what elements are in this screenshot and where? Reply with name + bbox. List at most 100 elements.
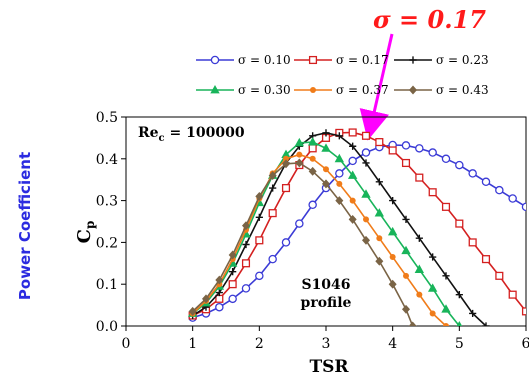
reynolds-label: Rec = 100000 — [138, 125, 245, 144]
data-point — [201, 294, 211, 304]
data-point — [375, 138, 384, 147]
data-point — [441, 202, 451, 211]
data-point — [321, 179, 331, 189]
data-point — [415, 144, 424, 153]
data-point — [427, 283, 438, 292]
data-point — [521, 307, 526, 316]
data-point — [416, 291, 423, 298]
data-point — [334, 153, 345, 163]
data-point — [348, 214, 357, 224]
data-point — [376, 235, 383, 242]
data-point — [268, 171, 277, 180]
data-point — [363, 216, 369, 223]
data-point — [281, 184, 291, 193]
data-point — [508, 290, 517, 299]
data-point — [482, 322, 490, 326]
legend-marker — [409, 56, 417, 64]
highlight-annotation: σ = 0.17 — [373, 5, 486, 34]
data-point — [323, 166, 329, 173]
data-point — [295, 219, 304, 228]
data-point — [294, 137, 305, 147]
data-point — [241, 259, 251, 268]
legend-marker — [308, 55, 318, 65]
data-point — [495, 271, 504, 280]
legend-marker — [408, 85, 418, 95]
y-axis-label-sub: p — [83, 221, 97, 229]
x-tick-label: 5 — [455, 336, 464, 352]
legend-item: σ = 0.43 — [394, 83, 489, 97]
series-3 — [189, 129, 490, 326]
data-point — [241, 221, 251, 231]
profile-label-line1: S1046 — [301, 277, 350, 293]
data-point — [321, 143, 331, 152]
data-point — [508, 194, 517, 203]
x-tick-label: 0 — [122, 336, 131, 352]
data-point — [403, 272, 409, 279]
data-point — [215, 294, 224, 303]
data-point — [389, 197, 397, 205]
data-point — [374, 208, 385, 217]
x-tick-label: 1 — [188, 336, 197, 352]
data-point — [242, 240, 250, 249]
data-point — [296, 151, 303, 158]
x-tick-label: 4 — [388, 336, 397, 352]
data-point — [401, 245, 411, 255]
data-point — [468, 169, 477, 178]
series-1 — [188, 140, 526, 322]
annotation-arrow — [359, 33, 394, 141]
data-point — [336, 180, 343, 187]
legend-marker — [210, 55, 220, 65]
x-tick-label: 3 — [322, 336, 331, 352]
data-point — [309, 155, 316, 162]
data-point — [495, 185, 504, 195]
data-point — [429, 310, 436, 317]
series-layer — [187, 128, 526, 326]
legend-label: σ = 0.30 — [238, 83, 291, 97]
data-point — [322, 129, 330, 137]
data-point — [283, 155, 289, 162]
series-line — [192, 162, 414, 326]
data-point — [441, 154, 451, 164]
data-point — [455, 219, 464, 228]
outer-y-axis-label: Power Coefficient — [16, 152, 34, 300]
legend-marker — [210, 84, 220, 94]
data-point — [335, 132, 343, 140]
data-point — [455, 291, 463, 299]
data-point — [442, 272, 450, 280]
y-tick-label: 0.3 — [96, 194, 118, 210]
legend-item: σ = 0.10 — [196, 53, 291, 67]
data-point — [308, 200, 317, 210]
data-point — [347, 170, 358, 179]
legend-label: σ = 0.37 — [336, 83, 389, 97]
data-point — [375, 256, 384, 266]
data-point — [402, 215, 410, 224]
data-point — [281, 159, 291, 169]
data-point — [255, 236, 264, 245]
data-point — [281, 238, 291, 247]
data-point — [335, 169, 344, 178]
reynolds-sub: c — [159, 133, 165, 144]
data-point — [414, 264, 425, 273]
data-point — [388, 279, 397, 289]
data-point — [308, 166, 317, 176]
data-point — [241, 284, 251, 293]
y-tick-label: 0.5 — [96, 110, 118, 126]
data-point — [255, 213, 263, 221]
data-point — [228, 294, 237, 304]
legend-label: σ = 0.43 — [436, 83, 489, 97]
data-point — [389, 254, 396, 261]
data-point — [335, 196, 344, 206]
data-point — [362, 159, 370, 167]
data-point — [481, 255, 491, 264]
data-point — [349, 142, 357, 150]
data-point — [415, 173, 424, 182]
data-point — [215, 275, 224, 285]
data-point — [361, 189, 371, 198]
data-point — [295, 158, 304, 168]
data-point — [255, 191, 264, 201]
series-6 — [188, 158, 417, 326]
data-point — [215, 302, 224, 312]
data-point — [481, 177, 491, 187]
data-point — [361, 235, 371, 245]
